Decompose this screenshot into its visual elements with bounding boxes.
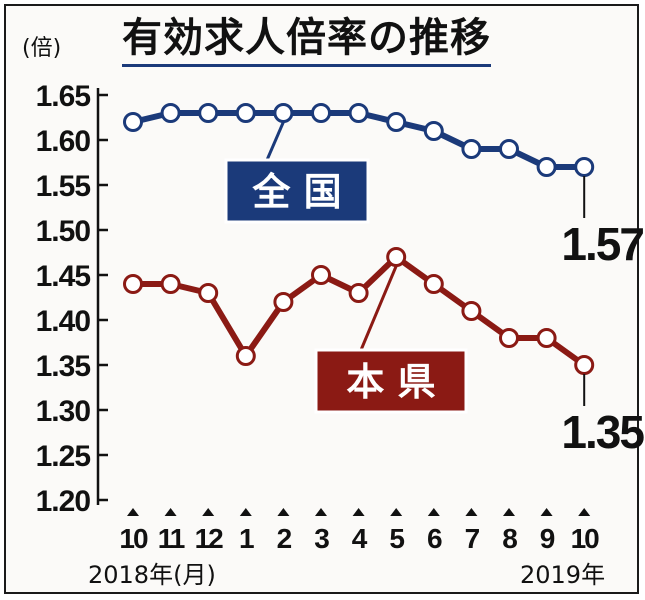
y-tick-label: 1.30 bbox=[36, 395, 91, 428]
data-point bbox=[123, 274, 143, 294]
series-name-label: 本 県 bbox=[346, 360, 435, 404]
data-point bbox=[198, 283, 219, 303]
x-tick-label: 5 bbox=[389, 523, 404, 554]
data-point bbox=[198, 103, 219, 123]
x-tick-label: 10 bbox=[119, 523, 148, 554]
data-point bbox=[461, 301, 482, 321]
chart-frame bbox=[4, 4, 639, 594]
x-tick-label: 11 bbox=[158, 523, 185, 554]
series-name-label: 全 国 bbox=[251, 170, 341, 214]
y-tick-label: 1.55 bbox=[36, 170, 91, 203]
data-point bbox=[536, 157, 557, 177]
x-tick-label: 9 bbox=[540, 523, 555, 554]
data-point bbox=[160, 103, 181, 123]
x-tick-mark bbox=[503, 508, 515, 516]
x-tick-label: 2 bbox=[277, 523, 292, 554]
y-tick-label: 1.20 bbox=[36, 485, 91, 518]
data-point bbox=[123, 112, 143, 132]
data-point bbox=[311, 103, 331, 123]
x-tick-mark bbox=[540, 508, 553, 516]
y-tick-label: 1.25 bbox=[36, 440, 91, 473]
series-label-box bbox=[314, 348, 468, 414]
x-tick-label: 1 bbox=[239, 523, 254, 554]
data-point bbox=[273, 292, 294, 312]
data-point bbox=[235, 103, 256, 123]
end-value-label: 1.57 bbox=[561, 218, 643, 270]
x-tick-label: 4 bbox=[352, 523, 368, 554]
x-tick-label: 10 bbox=[571, 523, 600, 554]
x-tick-mark bbox=[164, 508, 177, 516]
y-axis-unit: (倍) bbox=[22, 36, 61, 61]
data-point bbox=[348, 103, 369, 123]
x-axis-ticks: 10 11 12 1 2 3 4 5 6 7 8 9 10 bbox=[119, 508, 601, 554]
x-axis-start-label: 2018年(月) bbox=[88, 561, 216, 589]
y-tick-label: 1.50 bbox=[36, 215, 91, 248]
legend-leader-line bbox=[265, 121, 285, 161]
x-tick-mark bbox=[578, 508, 591, 516]
x-tick-label: 3 bbox=[314, 523, 329, 554]
data-point bbox=[499, 328, 519, 348]
x-tick-mark bbox=[315, 508, 327, 516]
chart-title: 有効求人倍率の推移 bbox=[122, 14, 491, 67]
x-tick-mark bbox=[427, 508, 440, 516]
x-tick-mark bbox=[277, 508, 290, 516]
x-tick-label: 8 bbox=[502, 523, 517, 554]
data-point bbox=[160, 274, 181, 294]
data-point bbox=[499, 139, 519, 159]
x-tick-label: 6 bbox=[427, 523, 442, 554]
x-tick-mark bbox=[239, 508, 252, 516]
x-tick-label: 7 bbox=[465, 523, 480, 554]
end-value-label: 1.35 bbox=[561, 406, 644, 458]
data-point bbox=[423, 121, 444, 141]
data-point bbox=[311, 265, 331, 285]
data-point bbox=[423, 274, 444, 294]
x-tick-mark bbox=[390, 508, 403, 516]
data-point bbox=[574, 355, 595, 375]
data-point bbox=[386, 112, 407, 132]
legend-leader-line bbox=[359, 265, 398, 351]
x-axis-end-label: 2019年 bbox=[520, 561, 605, 589]
y-tick-label: 1.60 bbox=[36, 125, 91, 158]
y-tick-label: 1.35 bbox=[36, 350, 91, 383]
data-point bbox=[273, 103, 294, 123]
data-point bbox=[461, 139, 482, 159]
data-point bbox=[348, 283, 369, 303]
data-point bbox=[386, 247, 407, 267]
data-point bbox=[235, 346, 256, 366]
chart-series: 全 国 1.57 本 県 1.35 bbox=[123, 103, 645, 458]
x-tick-mark bbox=[202, 508, 215, 516]
data-point bbox=[574, 157, 595, 177]
y-tick-label: 1.45 bbox=[36, 260, 91, 293]
x-tick-mark bbox=[465, 508, 478, 516]
x-tick-mark bbox=[127, 508, 139, 516]
y-tick-label: 1.40 bbox=[36, 305, 91, 338]
x-tick-mark bbox=[352, 508, 365, 516]
y-tick-label: 1.65 bbox=[36, 80, 91, 113]
series-label-box bbox=[224, 158, 370, 224]
y-axis-ticks: 1.65 1.60 1.55 1.50 1.45 1.40 1.35 1.30 1.25 1.20 bbox=[36, 80, 108, 518]
x-tick-label: 12 bbox=[195, 523, 224, 554]
data-point bbox=[536, 328, 557, 348]
